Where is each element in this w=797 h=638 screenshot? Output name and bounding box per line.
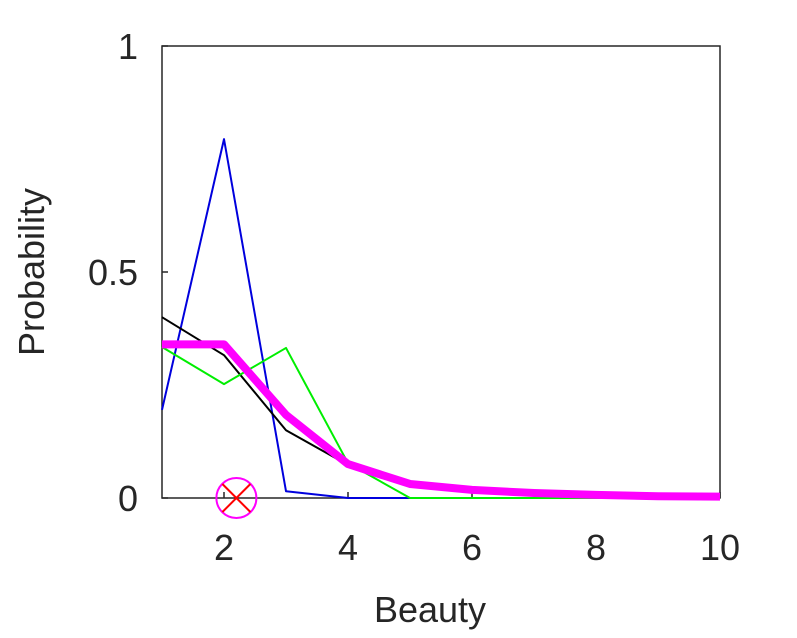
series-line (162, 340, 721, 501)
y-axis-label: Probability (11, 188, 52, 356)
x-axis-label: Beauty (374, 589, 486, 630)
marker-cross (221, 483, 252, 513)
series-line (161, 316, 721, 499)
y-tick-label: 0 (118, 478, 138, 519)
x-tick-label: 8 (586, 527, 606, 568)
x-tick-label: 4 (338, 527, 358, 568)
plot-frame (161, 45, 721, 499)
marker-circle (215, 477, 258, 519)
series-line (161, 138, 720, 499)
x-tick-label: 10 (700, 527, 740, 568)
y-tick-label: 0.5 (88, 252, 138, 293)
y-tick-label: 1 (118, 26, 138, 67)
x-tick-label: 6 (462, 527, 482, 568)
x-tick-label: 2 (214, 527, 234, 568)
